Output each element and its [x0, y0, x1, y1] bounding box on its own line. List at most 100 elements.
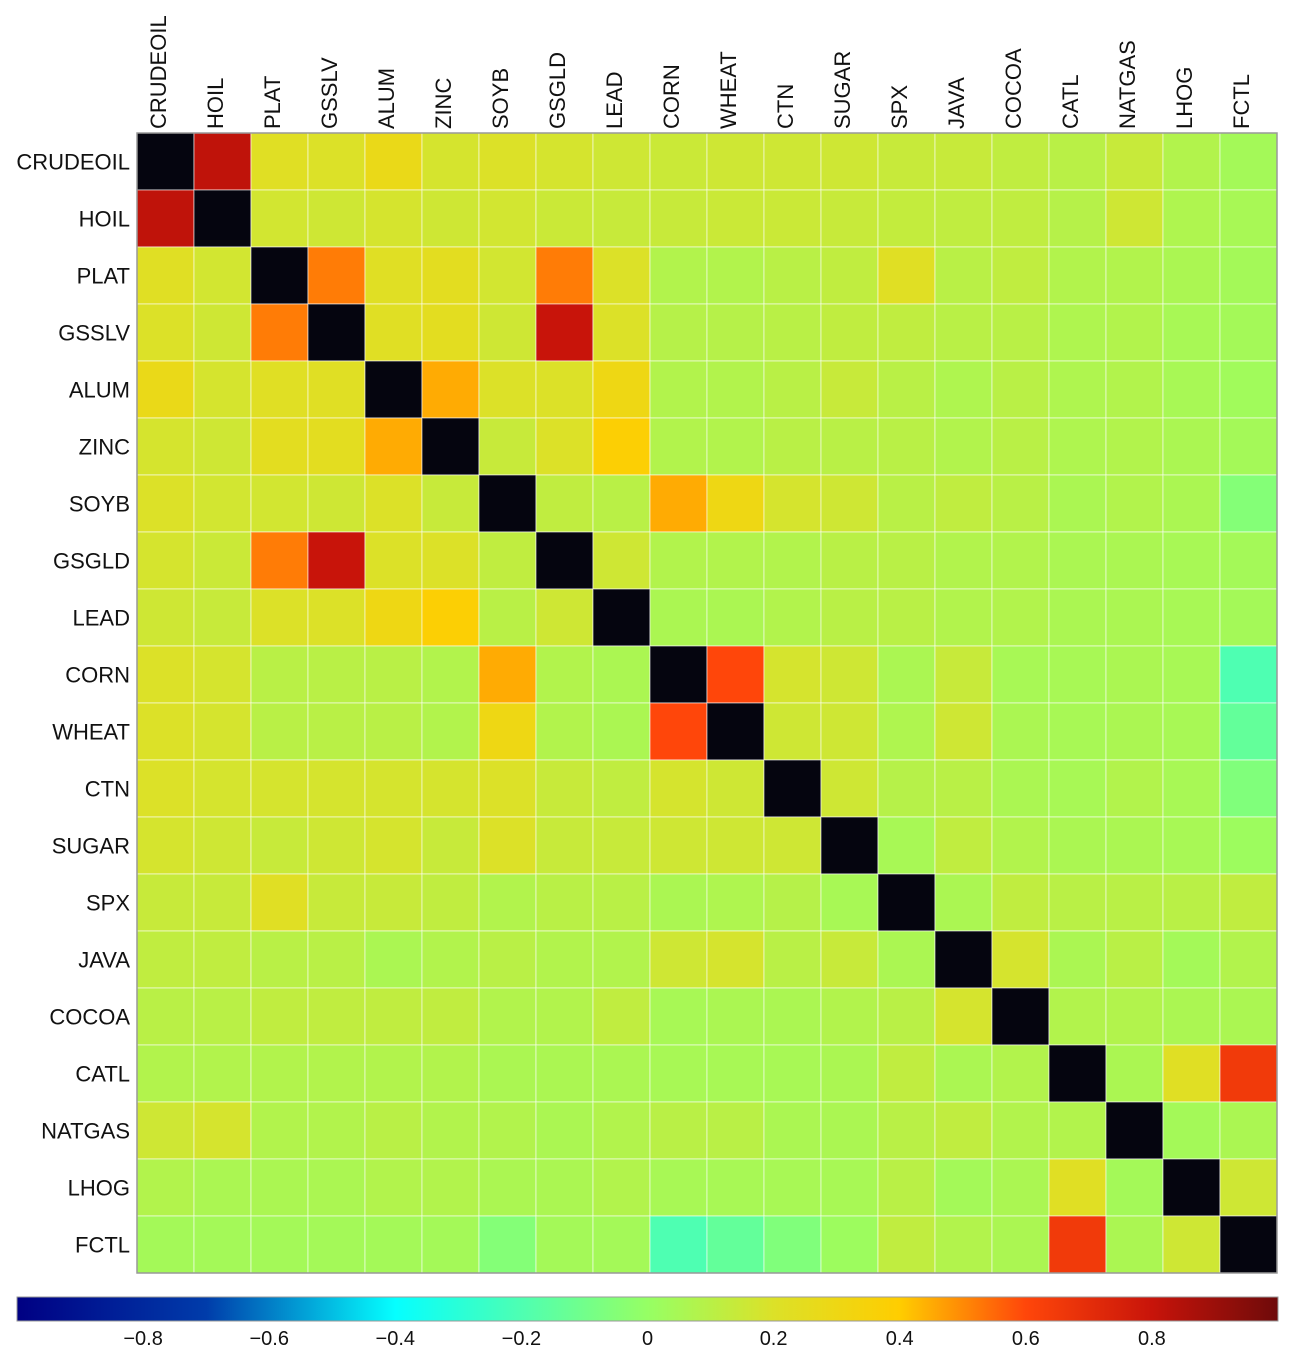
heatmap-cell-hoil-ctn [763, 189, 822, 248]
heatmap-cell-sugar-gsslv [307, 816, 366, 875]
heatmap-cell-lead-catl [1048, 588, 1107, 647]
heatmap-cell-plat-hoil [193, 246, 252, 305]
row-label: CORN [65, 663, 130, 688]
heatmap-cell-lead-wheat [706, 588, 765, 647]
heatmap-cell-ctn-java [934, 759, 993, 818]
heatmap-cell-ctn-cocoa [991, 759, 1050, 818]
row-label: SOYB [69, 492, 130, 517]
heatmap-cell-catl-gsgld [535, 1044, 594, 1103]
column-label: CRUDEOIL [146, 15, 171, 129]
heatmap-cell-gsslv-hoil [193, 303, 252, 362]
heatmap-cell-natgas-soyb [478, 1101, 537, 1160]
column-label: NATGAS [1115, 40, 1140, 129]
heatmap-cell-lead-soyb [478, 588, 537, 647]
heatmap-cell-wheat-zinc [421, 702, 480, 761]
heatmap-cell-wheat-hoil [193, 702, 252, 761]
heatmap-cell-sugar-soyb [478, 816, 537, 875]
heatmap-cell-sugar-ctn [763, 816, 822, 875]
heatmap-cell-wheat-catl [1048, 702, 1107, 761]
heatmap-cell-catl-soyb [478, 1044, 537, 1103]
heatmap-cell-gsslv-gsslv [307, 303, 366, 362]
colorbar-tick-label: −0.4 [376, 1328, 415, 1350]
heatmap-cell-ctn-gsgld [535, 759, 594, 818]
heatmap-cell-plat-java [934, 246, 993, 305]
heatmap-cell-java-soyb [478, 930, 537, 989]
heatmap-cell-soyb-spx [877, 474, 936, 533]
heatmap-cell-lhog-catl [1048, 1158, 1107, 1217]
heatmap-cell-alum-lead [592, 360, 651, 419]
heatmap-cell-sugar-fctl [1219, 816, 1278, 875]
heatmap-cell-crudeoil-java [934, 132, 993, 191]
heatmap-cell-gsslv-lhog [1162, 303, 1221, 362]
heatmap-cell-hoil-spx [877, 189, 936, 248]
heatmap-cell-soyb-hoil [193, 474, 252, 533]
heatmap-cell-ctn-plat [250, 759, 309, 818]
heatmap-cell-fctl-catl [1048, 1215, 1107, 1274]
column-label: LEAD [602, 72, 627, 129]
heatmap-cell-hoil-fctl [1219, 189, 1278, 248]
heatmap-cell-lhog-java [934, 1158, 993, 1217]
heatmap-cell-hoil-sugar [820, 189, 879, 248]
column-label: PLAT [260, 76, 285, 129]
heatmap-cell-java-catl [1048, 930, 1107, 989]
heatmap-cell-sugar-catl [1048, 816, 1107, 875]
heatmap-cell-wheat-natgas [1105, 702, 1164, 761]
heatmap-cell-plat-cocoa [991, 246, 1050, 305]
colorbar [16, 1296, 1279, 1322]
heatmap-cell-ctn-natgas [1105, 759, 1164, 818]
heatmap-cell-crudeoil-sugar [820, 132, 879, 191]
heatmap-cell-gsgld-lhog [1162, 531, 1221, 590]
heatmap-cell-spx-java [934, 873, 993, 932]
heatmap-cell-gsgld-catl [1048, 531, 1107, 590]
heatmap-cell-fctl-gsgld [535, 1215, 594, 1274]
heatmap-cell-lhog-wheat [706, 1158, 765, 1217]
heatmap-cell-hoil-catl [1048, 189, 1107, 248]
heatmap-cell-zinc-soyb [478, 417, 537, 476]
heatmap-cell-soyb-wheat [706, 474, 765, 533]
heatmap-cell-lhog-corn [649, 1158, 708, 1217]
heatmap-cell-natgas-gsgld [535, 1101, 594, 1160]
heatmap-cell-plat-corn [649, 246, 708, 305]
heatmap-cell-spx-gsslv [307, 873, 366, 932]
heatmap-cell-sugar-hoil [193, 816, 252, 875]
colorbar-tick-label: 0.2 [760, 1328, 788, 1350]
heatmap-cell-zinc-lhog [1162, 417, 1221, 476]
column-label: JAVA [944, 77, 969, 129]
heatmap-cell-soyb-plat [250, 474, 309, 533]
heatmap-cell-zinc-spx [877, 417, 936, 476]
heatmap-cell-sugar-lhog [1162, 816, 1221, 875]
heatmap-cell-spx-wheat [706, 873, 765, 932]
heatmap-cell-alum-lhog [1162, 360, 1221, 419]
heatmap-cell-catl-ctn [763, 1044, 822, 1103]
heatmap-cell-hoil-crudeoil [136, 189, 195, 248]
heatmap-cell-corn-hoil [193, 645, 252, 704]
heatmap-cell-spx-cocoa [991, 873, 1050, 932]
heatmap-cell-soyb-gsslv [307, 474, 366, 533]
row-label: ALUM [69, 378, 130, 403]
heatmap-cell-spx-lhog [1162, 873, 1221, 932]
heatmap-cell-hoil-java [934, 189, 993, 248]
heatmap-cell-catl-gsslv [307, 1044, 366, 1103]
heatmap-cell-gsslv-spx [877, 303, 936, 362]
heatmap-cell-alum-hoil [193, 360, 252, 419]
heatmap-cell-natgas-gsslv [307, 1101, 366, 1160]
heatmap-cell-hoil-gsslv [307, 189, 366, 248]
heatmap-cell-java-wheat [706, 930, 765, 989]
heatmap-cell-spx-plat [250, 873, 309, 932]
heatmap-cell-corn-gsgld [535, 645, 594, 704]
row-label: WHEAT [52, 720, 130, 745]
heatmap-cell-sugar-corn [649, 816, 708, 875]
heatmap-cell-lhog-gsgld [535, 1158, 594, 1217]
heatmap-cell-spx-sugar [820, 873, 879, 932]
heatmap-cell-wheat-spx [877, 702, 936, 761]
heatmap-cell-natgas-crudeoil [136, 1101, 195, 1160]
heatmap-cell-spx-ctn [763, 873, 822, 932]
heatmap-cell-lhog-plat [250, 1158, 309, 1217]
heatmap-cell-fctl-hoil [193, 1215, 252, 1274]
heatmap-cell-sugar-alum [364, 816, 423, 875]
heatmap-cell-lhog-lead [592, 1158, 651, 1217]
heatmap-cell-natgas-spx [877, 1101, 936, 1160]
heatmap-cell-soyb-fctl [1219, 474, 1278, 533]
heatmap-cell-alum-wheat [706, 360, 765, 419]
